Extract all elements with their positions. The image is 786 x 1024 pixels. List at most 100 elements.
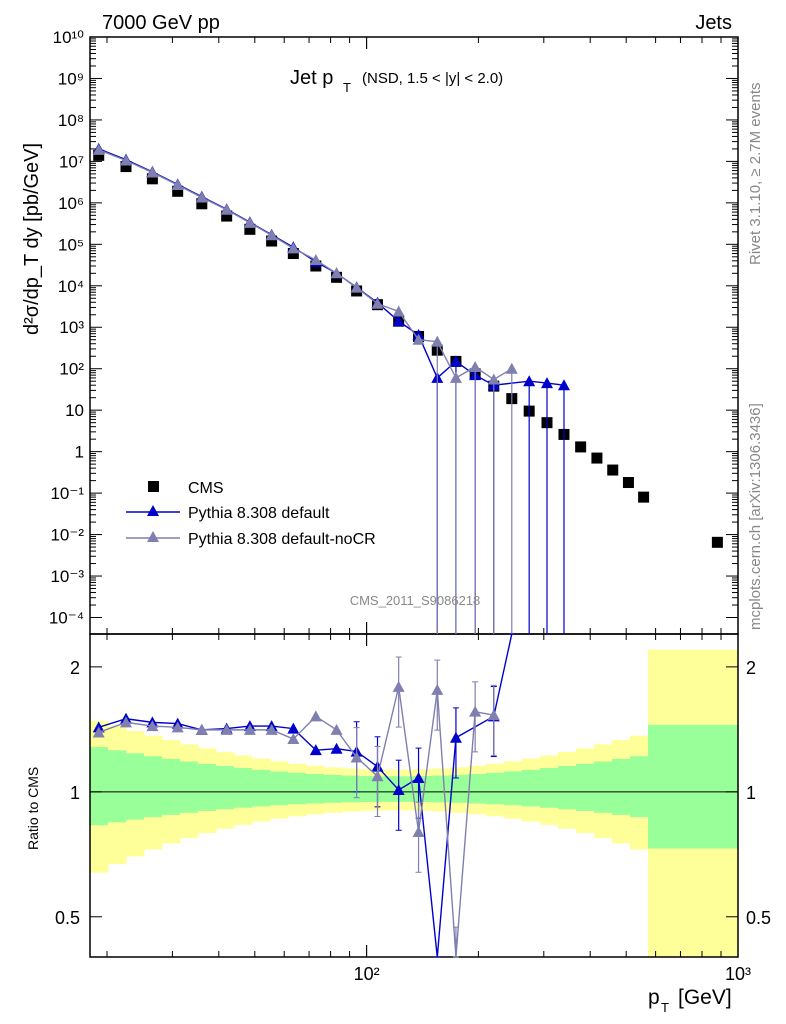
y-tick-label-main: 10¹⁰ — [53, 28, 85, 47]
cms-data-point — [146, 173, 158, 185]
ratio-band-inner — [702, 724, 721, 849]
ratio-band-inner — [558, 766, 577, 810]
ratio-band-inner — [504, 771, 523, 806]
mc-data-point — [287, 242, 300, 254]
mc-data-point — [171, 178, 184, 190]
ratio-band-inner — [90, 747, 109, 826]
cms-data-point — [120, 161, 132, 173]
ratio-band-inner — [360, 776, 379, 803]
cms-data-point — [196, 198, 208, 210]
mc-data-point — [449, 355, 462, 367]
legend-marker-nocr — [147, 531, 159, 542]
y-tick-label-main: 10⁻² — [50, 526, 84, 545]
mc-data-point — [330, 267, 343, 279]
mc-data-point — [243, 216, 256, 228]
ratio-band-inner — [216, 766, 235, 810]
ratio-band-inner — [126, 753, 145, 820]
rivet-label: Rivet 3.1.10, ≥ 2.7M events — [747, 83, 764, 266]
legend-item-cms: CMS — [148, 480, 224, 497]
mc-data-point — [371, 297, 384, 309]
cms-data-point — [221, 210, 233, 222]
ratio-data-point — [220, 723, 233, 735]
ratio-band-inner — [180, 761, 199, 813]
x-axis-label-unit: [GeV] — [678, 986, 732, 1009]
y-tick-label-main: 10² — [59, 360, 84, 379]
mc-data-point — [487, 373, 500, 385]
y-tick-label-main: 10⁶ — [58, 194, 84, 213]
ratio-band-inner — [198, 763, 217, 811]
main-series-line — [98, 148, 565, 386]
ratio-data-point — [371, 770, 384, 782]
ratio-band-inner — [468, 773, 487, 804]
ratio-band-inner — [522, 769, 541, 807]
x-axis-label-main: p — [648, 986, 660, 1009]
mc-data-point — [557, 379, 570, 391]
legend-label-nocr: Pythia 8.308 default-noCR — [188, 531, 376, 548]
ratio-band-inner — [306, 773, 325, 804]
legend-item-nocr: Pythia 8.308 default-noCR — [126, 531, 376, 548]
series-layer — [92, 142, 723, 958]
cms-data-point — [287, 248, 299, 260]
ratio-data-point — [412, 771, 425, 783]
y-tick-label-main: 10⁷ — [59, 152, 84, 171]
ratio-band-inner — [234, 768, 253, 808]
ratio-data-point — [350, 751, 363, 763]
cms-data-point — [622, 477, 634, 489]
x-axis-label: p T [GeV] — [648, 986, 732, 1015]
ratio-band-inner — [540, 768, 559, 808]
legend-item-default: Pythia 8.308 default — [126, 505, 330, 522]
ratio-data-point — [92, 726, 105, 738]
y-tick-label-main: 10⁵ — [58, 235, 84, 254]
mc-data-point — [350, 281, 363, 293]
ratio-data-point — [119, 716, 132, 728]
ratio-data-point — [195, 723, 208, 735]
mc-data-point — [92, 143, 105, 155]
y-tick-label-ratio: 1 — [70, 783, 80, 803]
ratio-band-inner — [252, 769, 271, 807]
ratio-band-inner — [270, 771, 289, 806]
y-tick-label-main: 10⁹ — [58, 69, 84, 88]
ratio-data-point — [431, 683, 444, 695]
ratio-data-point — [330, 723, 343, 735]
ticks-layer: 10² 10³ 10⁻⁴ 10⁻³ 10⁻² 10⁻¹ 1 10 10² 10³ 10⁴ 10⁵ 10⁶… — [49, 28, 771, 984]
mc-data-point — [265, 229, 278, 241]
legend-label-default: Pythia 8.308 default — [188, 505, 330, 522]
ratio-data-point — [309, 744, 322, 756]
header-right: Jets — [695, 12, 732, 34]
y-tick-label-ratio: 2 — [70, 658, 80, 678]
y-tick-label-main: 1 — [75, 443, 84, 462]
ratio-data-point — [265, 723, 278, 735]
ratio-data-point — [392, 784, 405, 796]
ratio-band-inner — [648, 724, 667, 849]
mc-data-point — [505, 362, 518, 374]
watermark: CMS_2011_S9086218 — [350, 593, 481, 608]
mc-data-point — [119, 154, 132, 166]
ratio-data-point — [309, 710, 322, 722]
legend-marker-cms — [148, 481, 159, 492]
ratio-band-inner — [720, 724, 739, 849]
y-tick-label-ratio: 0.5 — [55, 908, 80, 928]
y-tick-label-main: 10⁻³ — [50, 567, 84, 586]
y-axis-label-ratio: Ratio to CMS — [25, 767, 41, 850]
y-tick-label-ratio-right: 0.5 — [746, 908, 771, 928]
mc-data-point — [412, 333, 425, 345]
x-tick-label: 10² — [354, 964, 380, 984]
y-tick-label-main: 10 — [65, 401, 84, 420]
ratio-data-point — [469, 705, 482, 717]
y-tick-label-ratio-right: 2 — [746, 658, 756, 678]
header-left: 7000 GeV pp — [102, 12, 220, 34]
ratio-band-inner — [342, 775, 361, 803]
cms-data-point — [607, 464, 619, 476]
plot-title-cut: (NSD, 1.5 < |y| < 2.0) — [362, 70, 503, 87]
cms-data-point — [575, 441, 587, 453]
y-tick-label-main: 10⁻⁴ — [49, 608, 84, 627]
plot-title-main: Jet p — [290, 67, 333, 89]
mc-data-point — [449, 371, 462, 383]
x-axis-label-sub: T — [661, 1000, 669, 1015]
ratio-band-inner — [630, 756, 649, 818]
ratio-data-point — [392, 680, 405, 692]
ratio-band-inner — [324, 774, 343, 803]
mc-data-point — [146, 166, 159, 178]
ratio-data-point — [330, 742, 343, 754]
